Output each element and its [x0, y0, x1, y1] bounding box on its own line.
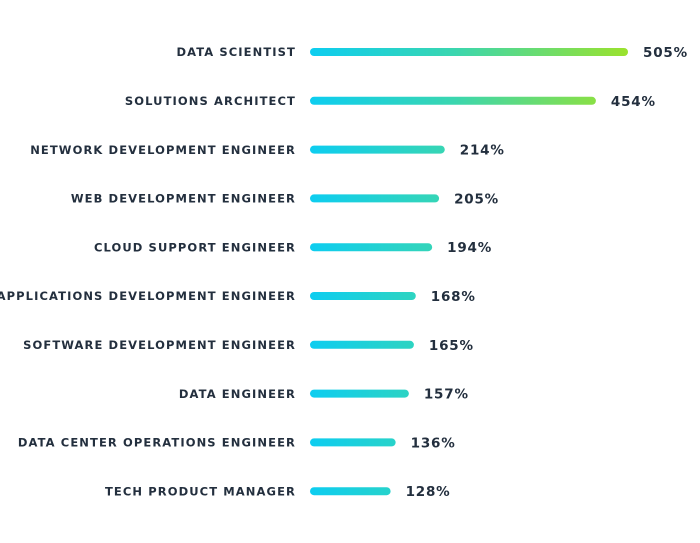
category-label: DATA ENGINEER — [179, 387, 296, 401]
value-label: 205% — [454, 191, 499, 207]
value-label: 136% — [411, 435, 456, 451]
category-label: DATA CENTER OPERATIONS ENGINEER — [18, 436, 296, 450]
bar-row: DATA CENTER OPERATIONS ENGINEER 136% — [18, 435, 456, 451]
value-label: 505% — [643, 45, 688, 61]
bar — [310, 48, 628, 56]
value-label: 168% — [431, 289, 476, 305]
value-label: 194% — [447, 240, 492, 256]
bar — [310, 389, 409, 398]
category-label: NETWORK DEVELOPMENT ENGINEER — [30, 143, 296, 157]
category-label: SOFTWARE DEVELOPMENT ENGINEER — [23, 338, 296, 352]
category-label: TECH PRODUCT MANAGER — [105, 484, 296, 498]
bar — [310, 487, 391, 496]
bar — [310, 145, 445, 154]
value-label: 454% — [611, 94, 656, 110]
bar — [310, 194, 440, 203]
bar-row: SOFTWARE DEVELOPMENT ENGINEER 165% — [23, 338, 474, 354]
bar-row: CLOUD SUPPORT ENGINEER 194% — [94, 240, 492, 256]
category-label: SOLUTIONS ARCHITECT — [125, 94, 296, 108]
bar-row: SOLUTIONS ARCHITECT 454% — [125, 94, 656, 110]
bar — [310, 340, 414, 349]
value-label: 157% — [424, 387, 469, 403]
value-label: 165% — [429, 338, 474, 354]
bar-row: DATA SCIENTIST 505% — [176, 45, 687, 61]
category-label: CLOUD SUPPORT ENGINEER — [94, 240, 296, 254]
value-label: 128% — [406, 484, 451, 500]
category-label: WEB DEVELOPMENT ENGINEER — [71, 192, 296, 206]
value-label: 214% — [460, 143, 505, 159]
bar-row: DATA ENGINEER 157% — [179, 387, 469, 403]
bar-row: WEB DEVELOPMENT ENGINEER 205% — [71, 191, 499, 207]
category-label: DATA SCIENTIST — [176, 45, 296, 59]
bar — [310, 243, 433, 252]
bar — [310, 292, 416, 300]
bar-row: NETWORK DEVELOPMENT ENGINEER 214% — [30, 143, 504, 159]
bar — [310, 438, 396, 447]
bar — [310, 96, 596, 105]
bar-row: TECH PRODUCT MANAGER 128% — [105, 484, 451, 500]
category-label: APPLICATIONS DEVELOPMENT ENGINEER — [0, 289, 296, 303]
bar-row: APPLICATIONS DEVELOPMENT ENGINEER 168% — [0, 289, 476, 305]
